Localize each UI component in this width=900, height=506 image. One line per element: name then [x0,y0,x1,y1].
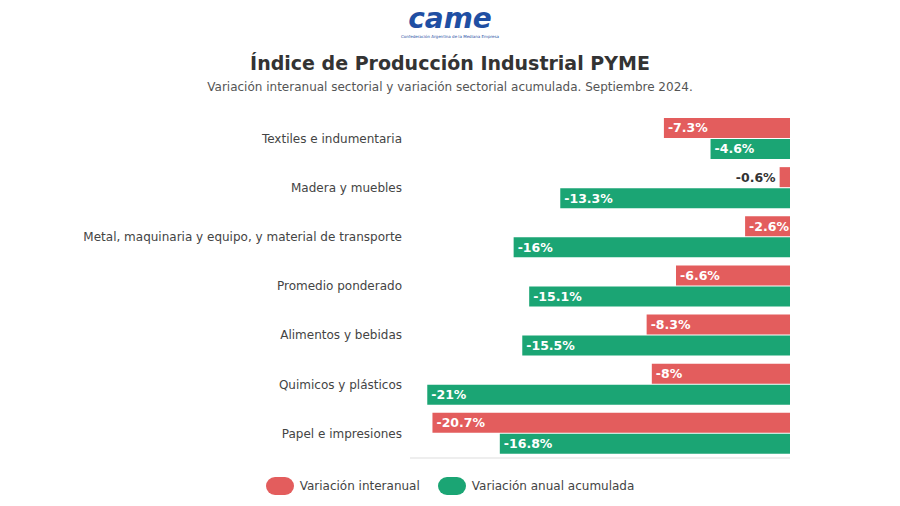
svg-text:-15.5%: -15.5% [526,338,575,353]
svg-text:Promedio ponderado: Promedio ponderado [277,279,402,293]
svg-text:-4.6%: -4.6% [715,141,755,156]
svg-text:-0.6%: -0.6% [736,170,776,185]
html-text:Variación interanual: Variación interanual [299,479,420,493]
svg-text:-8%: -8% [656,366,683,381]
svg-text:-7.3%: -7.3% [668,120,708,135]
html-text:Confederación Argentina de la: Confederación Argentina de la Mediana Em… [401,34,499,39]
svg-text:-21%: -21% [431,387,467,402]
svg-text:Textiles e indumentaria: Textiles e indumentaria [261,132,402,146]
svg-text:Papel e impresiones: Papel e impresiones [282,427,402,441]
svg-text:Madera y muebles: Madera y muebles [291,181,402,195]
svg-text:Alimentos y bebidas: Alimentos y bebidas [280,328,402,342]
svg-text:-2.6%: -2.6% [749,219,789,234]
svg-text:-8.3%: -8.3% [651,317,691,332]
html-text:Índice de Producción Industria: Índice de Producción Industrial PYME [250,52,650,74]
html-text:came: came [408,2,492,35]
svg-text:-16%: -16% [518,240,554,255]
svg-text:Metal, maquinaria y equipo, y: Metal, maquinaria y equipo, y material d… [83,230,402,244]
svg-text:Quimicos y plásticos: Quimicos y plásticos [279,378,402,392]
svg-text:-20.7%: -20.7% [436,415,485,430]
svg-text:-15.1%: -15.1% [533,289,582,304]
html-text:Variación interanual sectorial: Variación interanual sectorial y variaci… [207,80,693,94]
html-text:Variación anual acumulada: Variación anual acumulada [471,479,635,493]
svg-text:-13.3%: -13.3% [564,191,613,206]
svg-text:-6.6%: -6.6% [680,268,720,283]
svg-text:-16.8%: -16.8% [504,436,553,451]
